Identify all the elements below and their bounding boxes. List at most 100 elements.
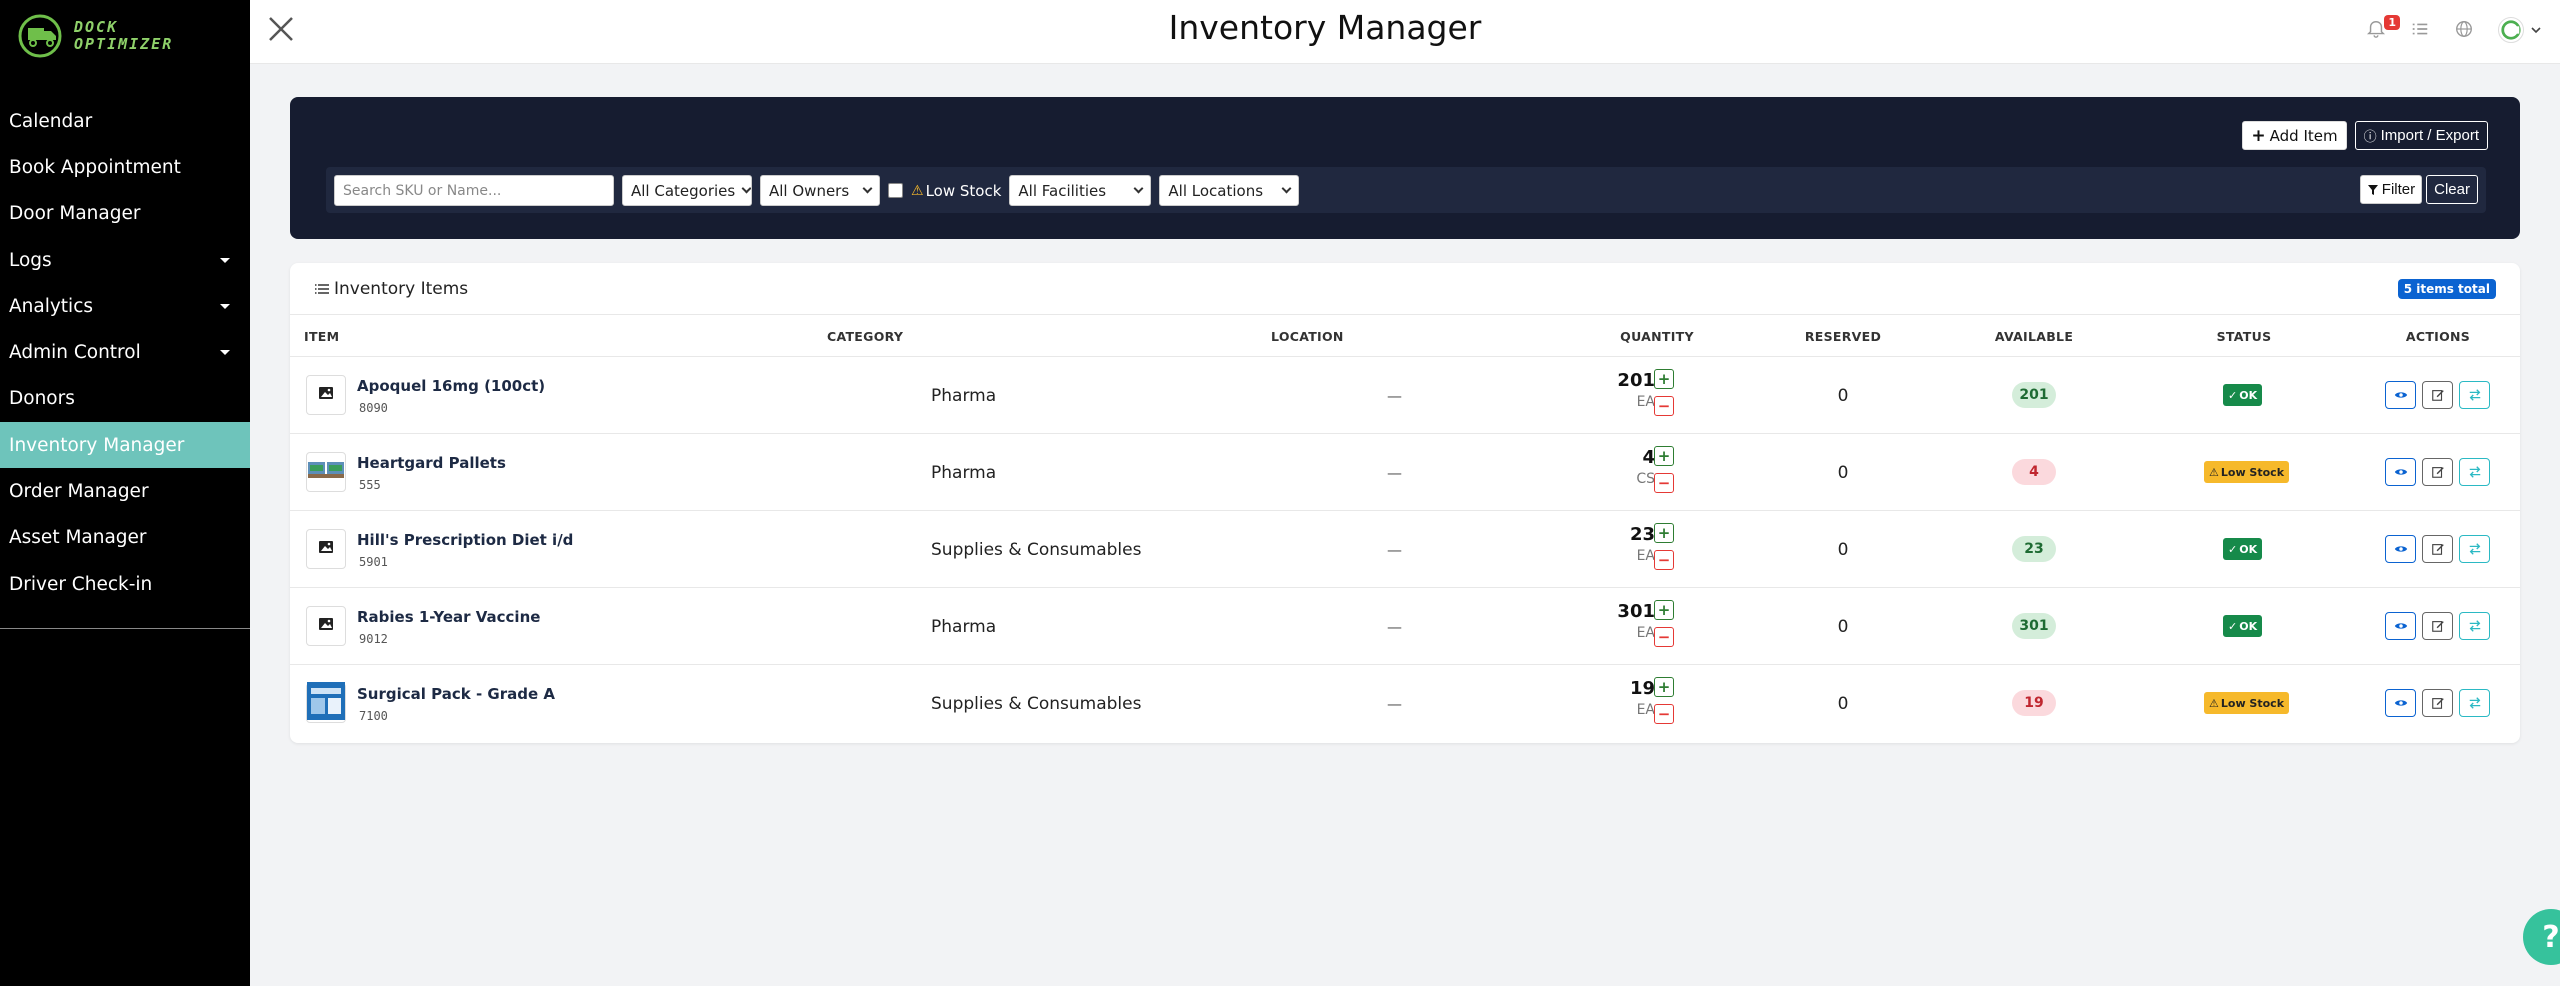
decrease-quantity-button[interactable]: − bbox=[1654, 627, 1674, 647]
sidebar-nav: Calendar Book Appointment Door Manager Logs… bbox=[0, 98, 250, 607]
transfer-button[interactable] bbox=[2459, 381, 2490, 409]
reserved-value: 0 bbox=[1837, 693, 1849, 714]
decrease-quantity-button[interactable]: − bbox=[1654, 473, 1674, 493]
sidebar-item-analytics[interactable]: Analytics bbox=[0, 283, 250, 329]
item-location: — bbox=[1387, 463, 1402, 482]
inventory-table: Inventory Items 5 items total ITEM CATEGO… bbox=[290, 263, 2520, 743]
clear-button[interactable]: Clear bbox=[2426, 175, 2478, 204]
edit-icon bbox=[2431, 544, 2444, 555]
owners-select[interactable]: All Owners bbox=[760, 175, 880, 206]
locations-select[interactable]: All Locations bbox=[1159, 175, 1300, 206]
caret-down-icon bbox=[220, 257, 230, 263]
quantity-unit: EA bbox=[1636, 702, 1655, 718]
sidebar-item-label: Analytics bbox=[9, 295, 94, 317]
decrease-quantity-button[interactable]: − bbox=[1654, 704, 1674, 724]
low-stock-checkbox[interactable] bbox=[888, 183, 903, 198]
quantity-unit: EA bbox=[1636, 625, 1655, 641]
sidebar-item-label: Calendar bbox=[9, 110, 93, 132]
close-icon[interactable] bbox=[266, 14, 296, 44]
sidebar-item-door-manager[interactable]: Door Manager bbox=[0, 191, 250, 237]
sidebar-item-admin-control[interactable]: Admin Control bbox=[0, 329, 250, 375]
list-icon[interactable] bbox=[2410, 19, 2432, 41]
sidebar-item-donors[interactable]: Donors bbox=[0, 376, 250, 422]
owners-select-value: All Owners bbox=[769, 181, 850, 200]
column-header-status: STATUS bbox=[2216, 329, 2272, 344]
increase-quantity-button[interactable]: + bbox=[1654, 677, 1674, 697]
table-header: Inventory Items 5 items total bbox=[290, 263, 2520, 315]
item-name[interactable]: Surgical Pack - Grade A bbox=[357, 685, 555, 703]
sidebar-item-label: Donors bbox=[9, 388, 75, 410]
table-row[interactable]: Hill's Prescription Diet i/d 5901 Supplies… bbox=[290, 511, 2520, 588]
import-export-label: Import / Export bbox=[2380, 127, 2479, 144]
warning-icon: ⚠ bbox=[2209, 696, 2219, 710]
view-button[interactable] bbox=[2385, 689, 2416, 717]
column-header-reserved: RESERVED bbox=[1804, 329, 1882, 344]
view-button[interactable] bbox=[2385, 458, 2416, 486]
transfer-button[interactable] bbox=[2459, 458, 2490, 486]
available-badge: 301 bbox=[2012, 613, 2056, 639]
quantity-unit: EA bbox=[1636, 548, 1655, 564]
item-name[interactable]: Apoquel 16mg (100ct) bbox=[357, 377, 546, 395]
table-title: Inventory Items bbox=[314, 279, 468, 299]
check-icon: ✓ bbox=[2228, 542, 2238, 556]
view-button[interactable] bbox=[2385, 381, 2416, 409]
table-row[interactable]: Apoquel 16mg (100ct) 8090 Pharma — 201 EA + − 0 2… bbox=[290, 357, 2520, 434]
view-button[interactable] bbox=[2385, 535, 2416, 563]
facilities-select[interactable]: All Facilities bbox=[1009, 175, 1152, 206]
sidebar-item-order-manager[interactable]: Order Manager bbox=[0, 468, 250, 514]
sidebar-item-book-appointment[interactable]: Book Appointment bbox=[0, 144, 250, 190]
edit-icon bbox=[2431, 467, 2444, 478]
check-icon: ✓ bbox=[2228, 619, 2238, 633]
item-name[interactable]: Rabies 1-Year Vaccine bbox=[357, 608, 541, 626]
sidebar-item-asset-manager[interactable]: Asset Manager bbox=[0, 515, 250, 561]
search-input[interactable]: Search SKU or Name... bbox=[334, 175, 614, 206]
sidebar-item-driver-check-in[interactable]: Driver Check-in bbox=[0, 561, 250, 607]
view-button[interactable] bbox=[2385, 612, 2416, 640]
transfer-button[interactable] bbox=[2459, 689, 2490, 717]
item-category: Supplies & Consumables bbox=[931, 539, 1142, 560]
table-row[interactable]: Surgical Pack - Grade A 7100 Supplies & Co… bbox=[290, 665, 2520, 742]
filter-button[interactable]: Filter bbox=[2359, 175, 2423, 204]
plus-icon: + bbox=[1657, 523, 1671, 542]
notification-bell-icon[interactable]: 1 bbox=[2366, 15, 2400, 41]
edit-button[interactable] bbox=[2422, 458, 2453, 486]
edit-button[interactable] bbox=[2422, 689, 2453, 717]
sidebar-item-logs[interactable]: Logs bbox=[0, 237, 250, 283]
edit-button[interactable] bbox=[2422, 535, 2453, 563]
transfer-button[interactable] bbox=[2459, 535, 2490, 563]
table-row[interactable]: Heartgard Pallets 555 Pharma — 4 CS + − 0 4 ⚠ Low S… bbox=[290, 434, 2520, 511]
logo[interactable]: DOCK OPTIMIZER bbox=[18, 14, 173, 58]
transfer-button[interactable] bbox=[2459, 612, 2490, 640]
sidebar-item-label: Logs bbox=[9, 249, 52, 271]
chevron-down-icon bbox=[862, 183, 873, 194]
decrease-quantity-button[interactable]: − bbox=[1654, 550, 1674, 570]
sidebar-divider bbox=[0, 628, 250, 629]
import-export-button[interactable]: ⓘ Import / Export bbox=[2354, 121, 2488, 150]
category-select[interactable]: All Categories bbox=[622, 175, 752, 206]
status-text: Low Stock bbox=[2220, 465, 2285, 479]
decrease-quantity-button[interactable]: − bbox=[1654, 396, 1674, 416]
sidebar-item-label: Inventory Manager bbox=[9, 434, 185, 456]
increase-quantity-button[interactable]: + bbox=[1654, 523, 1674, 543]
available-badge: 19 bbox=[2012, 690, 2056, 716]
sidebar-item-inventory-manager[interactable]: Inventory Manager bbox=[0, 422, 250, 469]
sidebar-item-calendar[interactable]: Calendar bbox=[0, 98, 250, 144]
edit-button[interactable] bbox=[2422, 381, 2453, 409]
filter-bar: Search SKU or Name... All Categories All… bbox=[326, 167, 2486, 213]
user-menu[interactable] bbox=[2498, 17, 2542, 43]
help-button[interactable]: ? bbox=[2523, 909, 2560, 965]
table-row[interactable]: Rabies 1-Year Vaccine 9012 Pharma — 301 EA + − 0… bbox=[290, 588, 2520, 665]
locations-select-value: All Locations bbox=[1168, 181, 1264, 200]
edit-button[interactable] bbox=[2422, 612, 2453, 640]
sidebar-item-label: Order Manager bbox=[9, 481, 149, 503]
edit-icon bbox=[2431, 698, 2444, 709]
increase-quantity-button[interactable]: + bbox=[1654, 600, 1674, 620]
reserved-value: 0 bbox=[1837, 385, 1849, 406]
chevron-down-icon bbox=[1133, 183, 1144, 194]
increase-quantity-button[interactable]: + bbox=[1654, 446, 1674, 466]
item-name[interactable]: Heartgard Pallets bbox=[357, 454, 506, 472]
globe-icon[interactable] bbox=[2454, 19, 2476, 41]
increase-quantity-button[interactable]: + bbox=[1654, 369, 1674, 389]
item-name[interactable]: Hill's Prescription Diet i/d bbox=[357, 531, 574, 549]
add-item-button[interactable]: + Add Item bbox=[2242, 121, 2347, 150]
